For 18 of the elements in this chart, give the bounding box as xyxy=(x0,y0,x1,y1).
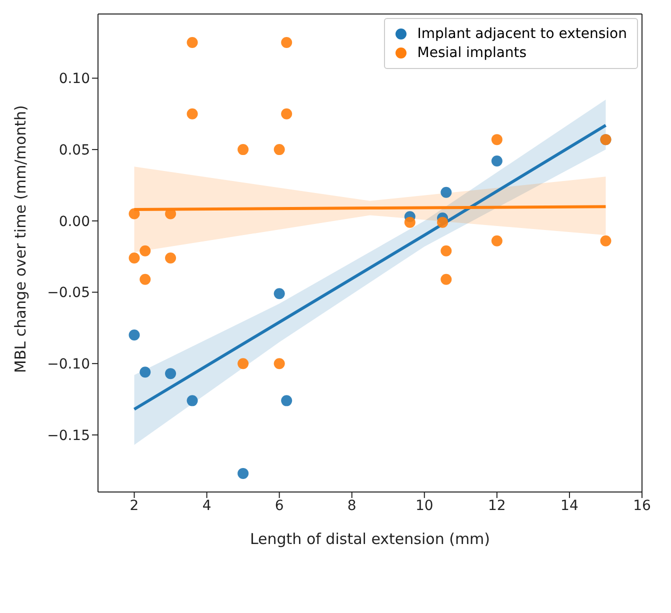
legend-label: Implant adjacent to extension xyxy=(417,26,627,42)
x-axis-title: Length of distal extension (mm) xyxy=(250,530,490,548)
x-tick-label: 8 xyxy=(347,498,356,514)
y-axis-title: MBL change over time (mm/month) xyxy=(11,105,30,373)
x-tick-label: 14 xyxy=(560,498,578,514)
x-tick-label: 12 xyxy=(488,498,506,514)
y-tick-label: 0.00 xyxy=(58,214,90,230)
y-tick-label: 0.05 xyxy=(58,142,90,159)
legend-label: Mesial implants xyxy=(417,45,527,61)
y-tick-label: −0.05 xyxy=(47,285,90,302)
y-tick-label: 0.10 xyxy=(58,71,90,88)
x-tick-label: 16 xyxy=(633,498,651,514)
x-tick-label: 4 xyxy=(202,498,212,514)
x-tick-label: 10 xyxy=(415,498,434,514)
y-tick-label: −0.10 xyxy=(47,356,90,373)
y-tick-label: −0.15 xyxy=(47,428,90,444)
x-tick-label: 2 xyxy=(130,498,139,514)
x-tick-label: 6 xyxy=(274,498,284,514)
